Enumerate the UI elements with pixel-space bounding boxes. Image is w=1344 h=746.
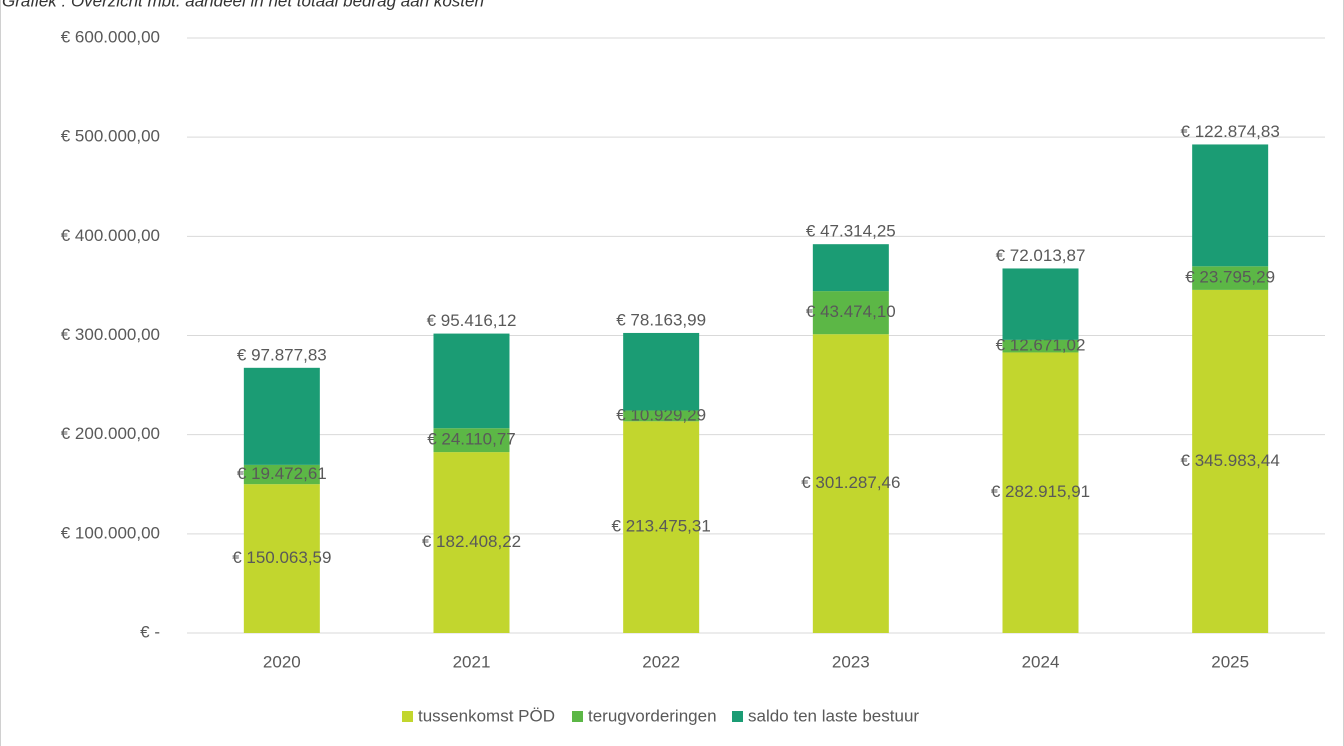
bar-segment [1192,266,1269,290]
bar-segment [1192,289,1269,633]
y-tick-label: € - [140,622,160,641]
data-label: € 47.314,25 [806,222,896,241]
legend-swatch [572,711,583,722]
bar-segment [623,332,700,411]
data-label: € 213.475,31 [612,517,711,536]
data-label: € 19.472,61 [237,464,327,483]
bar-segment [433,452,510,633]
bar-segment [1002,339,1079,353]
bar-segment [812,291,889,335]
bar-segment [243,464,320,485]
bar-segment [1192,144,1269,267]
data-label: € 23.795,29 [1185,268,1275,287]
data-label: € 12.671,02 [996,336,1086,355]
y-tick-label: € 400.000,00 [61,226,160,245]
data-label: € 282.915,91 [991,482,1090,501]
legend-label: terugvorderingen [588,706,717,725]
x-tick-label: 2020 [263,652,301,671]
bar-segment [812,334,889,633]
y-tick-label: € 100.000,00 [61,523,160,542]
bar-segment [433,333,510,429]
y-tick-label: € 600.000,00 [61,27,160,46]
data-label: € 345.983,44 [1181,451,1280,470]
x-tick-label: 2024 [1022,652,1060,671]
data-label: € 43.474,10 [806,302,896,321]
chart-title: Grafiek : Overzicht mbt. aandeel in het … [2,0,484,10]
bar-segment [433,428,510,453]
legend-swatch [732,711,743,722]
data-label: € 122.874,83 [1181,122,1280,141]
data-label: € 72.013,87 [996,246,1086,265]
data-label: € 95.416,12 [427,311,517,330]
legend-label: saldo ten laste bestuur [748,706,919,725]
x-tick-label: 2022 [642,652,680,671]
y-tick-label: € 500.000,00 [61,127,160,146]
bar-segment [1002,352,1079,633]
bar-segment [623,410,700,422]
data-label: € 301.287,46 [801,473,900,492]
data-label: € 150.063,59 [232,548,331,567]
legend-label: tussenkomst PÖD [418,706,555,725]
legend-swatch [402,711,413,722]
bar-segment [623,421,700,633]
y-tick-label: € 300.000,00 [61,325,160,344]
data-label: € 78.163,99 [616,310,706,329]
x-tick-label: 2021 [453,652,491,671]
bar-segment [243,367,320,465]
data-label: € 24.110,77 [427,430,516,449]
x-tick-label: 2025 [1211,652,1249,671]
bar-segment [812,244,889,292]
x-tick-label: 2023 [832,652,870,671]
bar-segment [1002,268,1079,340]
y-tick-label: € 200.000,00 [61,424,160,443]
bar-segment [243,484,320,633]
data-label: € 182.408,22 [422,532,521,551]
data-label: € 97.877,83 [237,345,327,364]
